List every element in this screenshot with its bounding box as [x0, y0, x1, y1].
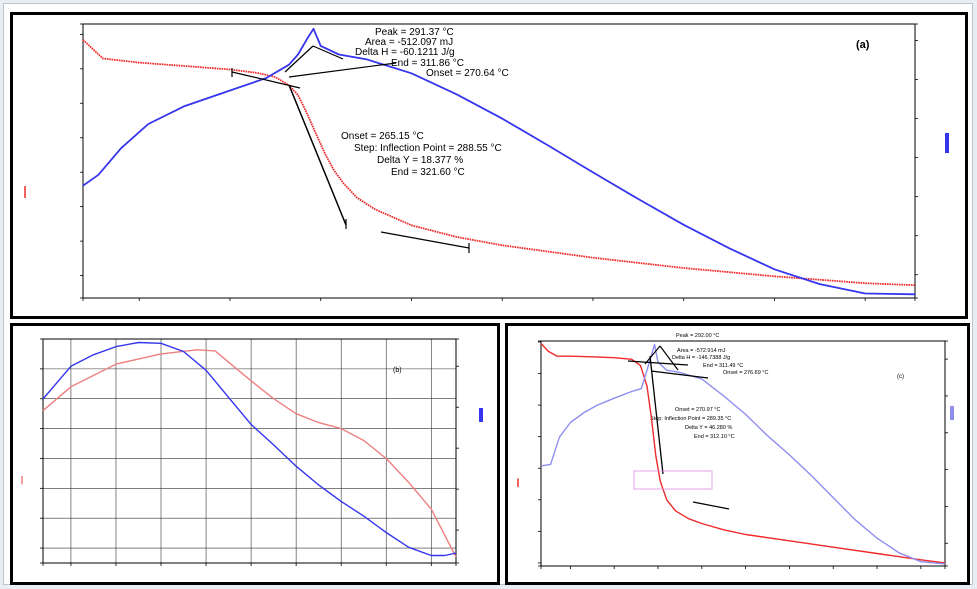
annotation-onset-step: Onset = 265.15 °C: [341, 131, 424, 142]
chart-a: (a) Peak = 291.37 °C Area = -512.097 mJ …: [24, 23, 949, 301]
chart-b: (b): [21, 338, 483, 566]
peak-baseline: [650, 370, 709, 379]
peak-marker-line: [284, 45, 314, 73]
heat-flow-curve: [82, 27, 916, 296]
heat-flow-curve: [42, 341, 457, 557]
peak-marker-line: [644, 345, 661, 365]
panel-label: (c): [897, 374, 904, 380]
panel-b: (b): [10, 323, 500, 585]
weight-curve: [42, 349, 457, 558]
inflection-tangent-line: [288, 84, 347, 226]
annotation-onset-peak: Onset = 276.69 °C: [723, 370, 768, 376]
annotation-end-step: End = 312.10 °C: [694, 434, 735, 440]
inflection-tangent-line: [649, 355, 664, 475]
annotation-inflection: Step: Inflection Point = 288.55 °C: [354, 143, 502, 154]
annotation-delta-h: Delta H = -60.1211 J/g: [355, 47, 455, 58]
peak-marker-line: [659, 345, 679, 371]
annotation-delta-y: Delta Y = 18.377 %: [377, 155, 463, 166]
annotation-area: Area = -572.914 mJ: [677, 348, 726, 354]
panel-c: (c) Peak = 292.00 °C Area = -572.914 mJ …: [505, 323, 970, 585]
annotation-end-step: End = 321.60 °C: [391, 167, 465, 178]
plot-area: [540, 340, 946, 567]
annotation-peak: Peak = 291.37 °C: [375, 27, 454, 38]
selection-box: [633, 470, 713, 490]
annotation-peak: Peak = 292.00 °C: [676, 333, 719, 339]
plot-area: [42, 338, 457, 564]
panel-a: (a) Peak = 291.37 °C Area = -512.097 mJ …: [10, 12, 968, 319]
annotation-area: Area = -512.097 mJ: [365, 37, 453, 48]
annotation-end-peak: End = 311.86 °C: [391, 58, 464, 69]
weight-curve: [82, 39, 916, 287]
annotation-delta-y: Delta Y = 46.280 %: [685, 425, 732, 431]
heat-flow-curve: [540, 343, 946, 565]
annotation-onset-step: Onset = 270.97 °C: [675, 407, 720, 413]
chart-c: (c) Peak = 292.00 °C Area = -572.914 mJ …: [517, 333, 954, 569]
panel-label: (a): [856, 39, 870, 51]
plot-area: [82, 23, 916, 299]
annotation-delta-h: Delta H = -146.7388 J/g: [672, 355, 730, 361]
annotation-inflection: Step: Inflection Point = 289.35 °C: [650, 416, 731, 422]
end-tangent-line: [692, 501, 730, 510]
panel-label: (b): [393, 367, 402, 374]
onset-tangent-line: [627, 360, 689, 366]
peak-baseline: [288, 62, 397, 78]
annotation-end-peak: End = 311.49 °C: [703, 363, 743, 369]
end-tangent-line: [380, 231, 470, 249]
weight-curve: [540, 343, 946, 564]
peak-marker-line: [312, 45, 344, 60]
annotation-onset-peak: Onset = 270.64 °C: [426, 68, 509, 79]
